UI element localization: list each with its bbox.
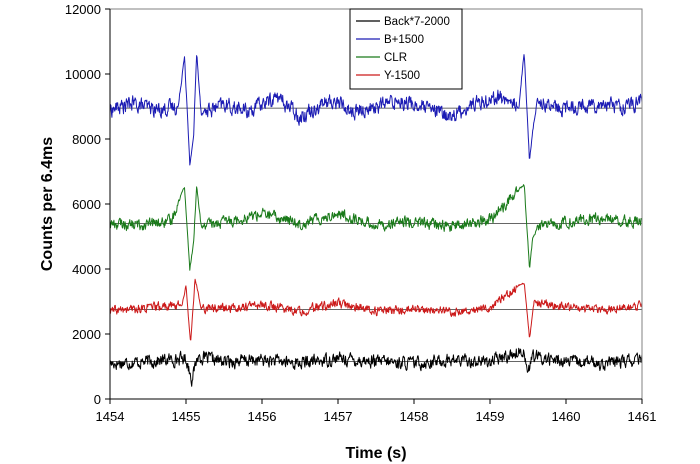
series-0 xyxy=(109,347,643,387)
series-3 xyxy=(109,278,643,341)
y-tick-label: 2000 xyxy=(72,327,101,342)
y-tick-label: 12000 xyxy=(65,2,101,17)
y-tick-label: 6000 xyxy=(72,197,101,212)
legend-label: Y-1500 xyxy=(384,70,420,82)
plot-area xyxy=(109,54,643,387)
series-line xyxy=(109,184,643,271)
y-tick-label: 8000 xyxy=(72,132,101,147)
y-tick-label: 10000 xyxy=(65,67,101,82)
axes: 0 2000 4000 6000 8000 10000 12000 1454 1455 1456 1… xyxy=(65,2,657,424)
y-tick-label: 4000 xyxy=(72,262,101,277)
x-tick-label: 1459 xyxy=(476,409,505,424)
y-axis-title: Counts per 6.4ms xyxy=(39,137,56,271)
x-tick-label: 1458 xyxy=(400,409,429,424)
series-line xyxy=(109,54,643,166)
y-tick-label: 0 xyxy=(94,392,101,407)
x-tick-label: 1457 xyxy=(324,409,353,424)
series-2 xyxy=(109,184,643,271)
legend-item: Back*7-2000 xyxy=(356,16,450,28)
x-axis-title: Time (s) xyxy=(345,445,406,462)
legend: Back*7-2000 B+1500 CLR Y-1500 xyxy=(349,8,463,90)
x-tick-label: 1460 xyxy=(552,409,581,424)
legend-item: CLR xyxy=(356,52,407,64)
x-tick-label: 1455 xyxy=(172,409,201,424)
legend-label: CLR xyxy=(384,52,407,64)
legend-item: Y-1500 xyxy=(356,70,420,82)
series-1 xyxy=(109,54,643,166)
x-tick-label: 1461 xyxy=(628,409,657,424)
series-line xyxy=(109,278,643,341)
x-tick-label: 1454 xyxy=(96,409,125,424)
x-tick-label: 1456 xyxy=(248,409,277,424)
legend-box xyxy=(349,8,463,90)
series-line xyxy=(109,347,643,387)
legend-item: B+1500 xyxy=(356,34,424,46)
legend-label: Back*7-2000 xyxy=(384,16,450,28)
legend-label: B+1500 xyxy=(384,34,424,46)
